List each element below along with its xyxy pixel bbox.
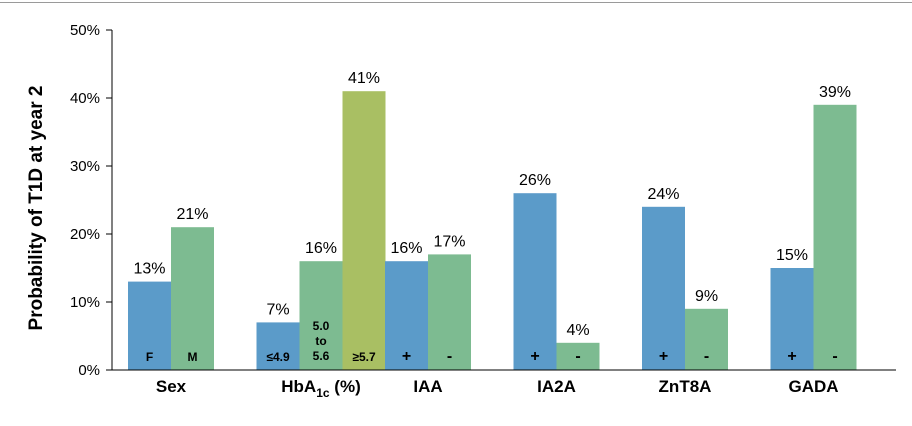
data-label: 41% bbox=[348, 70, 380, 87]
y-tick-label: 40% bbox=[70, 90, 100, 107]
top-border-line bbox=[0, 2, 912, 3]
data-label: 15% bbox=[776, 247, 808, 264]
bar-inner-label: + bbox=[530, 348, 539, 365]
y-tick-label: 50% bbox=[70, 22, 100, 39]
data-label: 17% bbox=[433, 233, 465, 250]
y-tick-label: 10% bbox=[70, 294, 100, 311]
bar bbox=[342, 91, 386, 370]
bar-inner-label: ≤4.9 bbox=[266, 350, 290, 364]
bar-group-znt8a: 24% +9% - bbox=[642, 186, 728, 370]
data-label: 24% bbox=[647, 186, 679, 203]
bar-inner-label: - bbox=[575, 348, 580, 365]
data-label: 21% bbox=[176, 206, 208, 223]
bar bbox=[770, 268, 814, 370]
bar-inner-label: F bbox=[146, 350, 153, 364]
y-tick-label: 30% bbox=[70, 158, 100, 175]
data-label: 7% bbox=[266, 301, 289, 318]
bar-inner-label: - bbox=[447, 348, 452, 365]
data-label: 16% bbox=[305, 240, 337, 257]
bar-inner-label: - bbox=[704, 348, 709, 365]
bar-group-sex: 13% F 21% M bbox=[128, 206, 214, 370]
bar-group-iaa: 16% +17% - bbox=[385, 233, 471, 370]
bar-inner-label: ≥5.7 bbox=[352, 350, 376, 364]
bar bbox=[385, 261, 428, 370]
data-label: 16% bbox=[390, 240, 422, 257]
bar bbox=[128, 281, 171, 370]
bar-group-gada: 15% +39% - bbox=[770, 84, 857, 371]
bar-inner-label: + bbox=[402, 348, 411, 365]
category-label-subscript: 1c bbox=[316, 386, 330, 400]
category-label: HbA1c (%) bbox=[281, 377, 360, 400]
category-label: IA2A bbox=[537, 377, 576, 396]
bar bbox=[642, 206, 685, 370]
bar-inner-label: + bbox=[659, 348, 668, 365]
bar bbox=[513, 193, 557, 370]
bar bbox=[299, 261, 343, 370]
bar-inner-label: - bbox=[832, 348, 837, 365]
category-label: GADA bbox=[788, 377, 838, 396]
bar bbox=[685, 308, 728, 370]
y-tick-label: 20% bbox=[70, 226, 100, 243]
bar bbox=[256, 322, 300, 370]
data-label: 39% bbox=[819, 84, 851, 101]
bar bbox=[171, 227, 214, 370]
bar-inner-label: 5.6 bbox=[313, 349, 330, 363]
category-label: Sex bbox=[156, 377, 187, 396]
y-axis-title: Probability of T1D at year 2 bbox=[26, 86, 47, 331]
y-axis-ticks: 0% 10% 20% 30% 40% 50% bbox=[70, 22, 112, 379]
bar-inner-label: + bbox=[787, 348, 796, 365]
bar-inner-label: 5.0 bbox=[313, 319, 330, 333]
bar-group-ia2a: 26% +4% - bbox=[513, 172, 600, 370]
category-label-main: HbA bbox=[281, 377, 316, 396]
bar-inner-label: to bbox=[315, 334, 326, 348]
data-label: 9% bbox=[695, 288, 718, 305]
category-labels: Sex HbA1c (%) IAA IA2A ZnT8A GADA bbox=[156, 377, 839, 400]
bar bbox=[813, 104, 857, 371]
category-label: IAA bbox=[413, 377, 442, 396]
category-label: ZnT8A bbox=[659, 377, 712, 396]
data-label: 4% bbox=[566, 322, 589, 339]
category-label-tail: (%) bbox=[330, 377, 361, 396]
bar-inner-label: M bbox=[188, 350, 198, 364]
data-label: 26% bbox=[519, 172, 551, 189]
bar bbox=[556, 342, 600, 370]
bar bbox=[428, 254, 471, 370]
y-tick-label: 0% bbox=[78, 362, 100, 379]
data-label: 13% bbox=[133, 261, 165, 278]
